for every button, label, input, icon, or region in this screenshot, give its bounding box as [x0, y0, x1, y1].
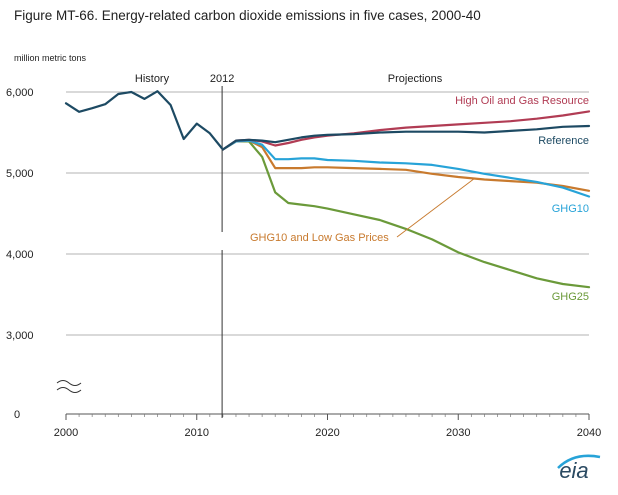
x-tick-label: 2030: [446, 427, 470, 439]
y-axis-unit-label: million metric tons: [14, 53, 87, 63]
divider-year-label: 2012: [210, 73, 234, 85]
series-label-leader-line: [396, 177, 476, 238]
series-lines: [64, 90, 591, 289]
axis-break-mark: [56, 380, 82, 386]
x-tick-label: 2020: [315, 427, 339, 439]
y-tick-label: 4,000: [6, 249, 34, 261]
x-tick-label: 2000: [54, 427, 78, 439]
annotations: million metric tons 2012 History Projection…: [14, 53, 589, 303]
series-label-reference: Reference: [538, 135, 589, 147]
series-label-ghg25: GHG25: [552, 291, 589, 303]
y-tick-label: 5,000: [6, 168, 34, 180]
series-line-ghg10-and-low-gas-prices: [221, 139, 591, 192]
projections-label: Projections: [388, 73, 443, 85]
axes: 0 3,000 4,000 5,000 6,000 2000 2010 2020 2030 204…: [6, 86, 601, 439]
x-tick-label: 2040: [577, 427, 601, 439]
y-tick-label: 3,000: [6, 330, 34, 342]
history-line: [64, 90, 224, 151]
series-label-ghg10-and-low-gas-prices: GHG10 and Low Gas Prices: [250, 232, 389, 244]
gridlines: [66, 91, 589, 336]
y-tick-label: 6,000: [6, 87, 34, 99]
x-tick-label: 2010: [185, 427, 209, 439]
eia-logo-swoosh: [557, 454, 601, 469]
series-line-ghg25: [221, 140, 591, 289]
history-label: History: [135, 73, 170, 85]
series-label-ghg10: GHG10: [552, 203, 589, 215]
series-line-reference: [221, 124, 591, 151]
axis-break-mark: [56, 387, 82, 393]
y-tick-label: 0: [14, 409, 20, 421]
series-line-ghg10: [221, 139, 591, 198]
chart-title: Figure MT-66. Energy-related carbon diox…: [14, 8, 481, 23]
series-label-high-oil-and-gas-resource: High Oil and Gas Resource: [455, 95, 589, 107]
